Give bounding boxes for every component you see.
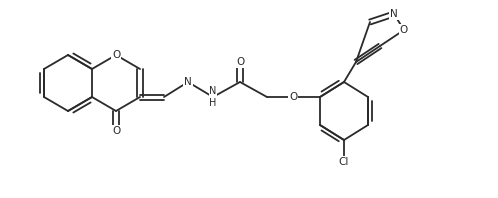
Text: O: O	[400, 25, 408, 35]
Text: O: O	[112, 50, 120, 60]
Text: N
H: N H	[209, 86, 217, 108]
Text: O: O	[112, 126, 120, 136]
Text: N: N	[390, 9, 398, 19]
Text: N: N	[184, 77, 192, 87]
Text: O: O	[289, 92, 297, 102]
Text: O: O	[236, 57, 244, 67]
Text: Cl: Cl	[339, 157, 349, 167]
